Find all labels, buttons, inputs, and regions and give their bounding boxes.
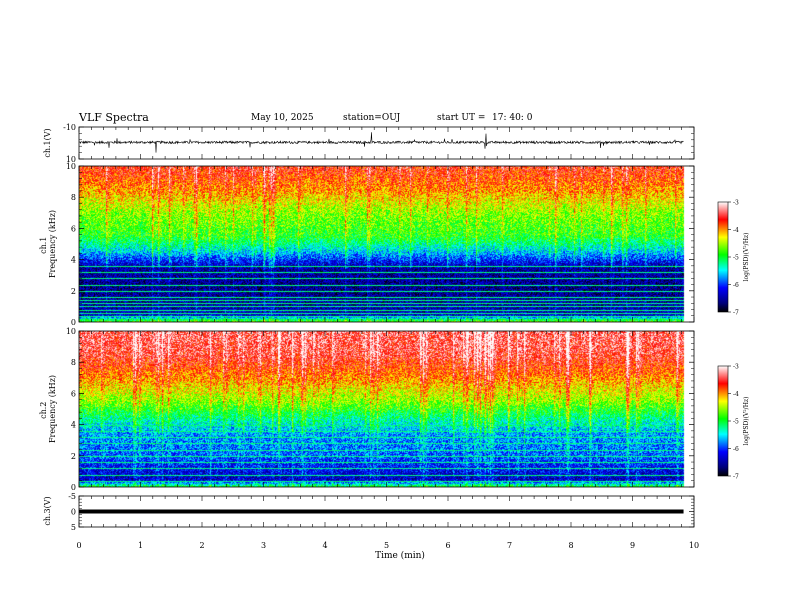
spectrogram-ch1-ylabel-line1: ch.1 [39, 237, 48, 254]
colorbar-ch2-tick-label: -3 [733, 364, 739, 371]
spectrogram-ch2-tick-label: 4 [71, 421, 76, 430]
x-axis-label: Time (min) [375, 550, 425, 561]
colorbar-ch1-tick-label: -4 [733, 227, 739, 234]
colorbar-ch2-gradient [717, 365, 729, 477]
x-axis-tick-label: 2 [199, 541, 204, 550]
spectrogram-ch1-tick-label: 6 [71, 224, 76, 233]
waveform-ch1-panel: 10 -10 [63, 123, 695, 164]
waveform-ch1-tick-label: 10 [66, 155, 76, 164]
x-axis: 0 1 2 3 4 5 6 7 8 9 10 [76, 541, 699, 550]
x-axis-tick-label: 5 [384, 541, 389, 550]
figure-title: VLF Spectra [79, 111, 149, 124]
spectrogram-ch2-ylabel-line2: Frequency (kHz) [48, 375, 57, 443]
colorbar-ch2-tick-label: -6 [733, 446, 739, 453]
x-axis-tick-label: 3 [261, 541, 266, 550]
colorbar-ch1-tick-label: -7 [733, 310, 739, 317]
colorbar-ch2-tick-label: -7 [733, 474, 739, 481]
x-axis-tick-label: 6 [445, 541, 450, 550]
waveform-ch3-tick-label: 5 [71, 523, 76, 532]
spectrogram-ch1-tick-label: 10 [66, 162, 76, 171]
spectrogram-ch2-ylabel: ch.2 Frequency (kHz) [39, 375, 57, 443]
x-axis-tick-label: 10 [689, 541, 699, 550]
spectrogram-ch2-tick-label: 0 [71, 483, 76, 492]
spectrogram-ch2-tick-label: 10 [66, 327, 76, 336]
colorbar-ch1-tick-label: -5 [733, 255, 739, 262]
spectrogram-ch1-image [79, 166, 694, 322]
waveform-ch3-ylabel: ch.3(V) [43, 496, 52, 525]
x-axis-tick-label: 4 [322, 541, 327, 550]
spectrogram-ch2-ylabel-line1: ch.2 [39, 402, 48, 419]
start-ut-value: 17: 40: 0 [492, 113, 533, 123]
colorbar-ch2-tick-label: -4 [733, 391, 739, 398]
waveform-ch3-panel: 5 0 -5 [68, 492, 695, 532]
colorbar-ch1-tick-label: -3 [733, 200, 739, 207]
waveform-ch1-trace [78, 132, 684, 153]
x-axis-tick-label: 7 [507, 541, 512, 550]
spectrogram-ch2-image [79, 331, 694, 487]
waveform-ch1-ylabel: ch.1(V) [43, 128, 52, 157]
spectrogram-ch1-ylabel: ch.1 Frequency (kHz) [39, 210, 57, 278]
waveform-ch3-trace [79, 509, 684, 514]
spectrogram-ch2-tick-label: 2 [71, 452, 76, 461]
waveform-ch1-tick-label: -10 [63, 123, 76, 132]
spectrogram-ch1-panel: 0 2 4 6 8 10 [66, 162, 695, 327]
x-axis-tick-label: 9 [630, 541, 635, 550]
colorbar-ch1-label: log(PSD)(V²/Hz) [743, 233, 750, 282]
colorbar-ch1-gradient [717, 201, 729, 313]
colorbar-ch2: -3 -4 -5 -6 -7 log(PSD)(V²/Hz) [717, 364, 750, 481]
spectrogram-ch1-tick-label: 0 [71, 318, 76, 327]
spectrogram-ch2-panel: 0 2 4 6 8 10 [66, 327, 695, 492]
spectrogram-ch1-tick-label: 4 [71, 256, 76, 265]
date-label: May 10, 2025 [251, 113, 314, 123]
waveform-ch3-tick-label: 0 [71, 508, 76, 517]
waveform-ch3-tick-label: -5 [68, 492, 76, 501]
spectrogram-ch1-ylabel-line2: Frequency (kHz) [48, 210, 57, 278]
spectrogram-ch1-tick-label: 2 [71, 287, 76, 296]
x-axis-tick-label: 8 [568, 541, 573, 550]
spectrogram-ch2-tick-label: 6 [71, 389, 76, 398]
x-axis-tick-label: 0 [76, 541, 81, 550]
spectrogram-ch2-tick-label: 8 [71, 358, 76, 367]
colorbar-ch1: -3 -4 -5 -6 -7 log(PSD)(V²/Hz) [717, 200, 750, 317]
x-axis-tick-label: 1 [138, 541, 143, 550]
colorbar-ch2-label: log(PSD)(V²/Hz) [743, 397, 750, 446]
colorbar-ch1-tick-label: -6 [733, 282, 739, 289]
colorbar-ch2-tick-label: -5 [733, 419, 739, 426]
start-ut-label: start UT = [437, 113, 486, 123]
spectrogram-ch1-tick-label: 8 [71, 193, 76, 202]
station-label: station=OUJ [343, 113, 401, 123]
